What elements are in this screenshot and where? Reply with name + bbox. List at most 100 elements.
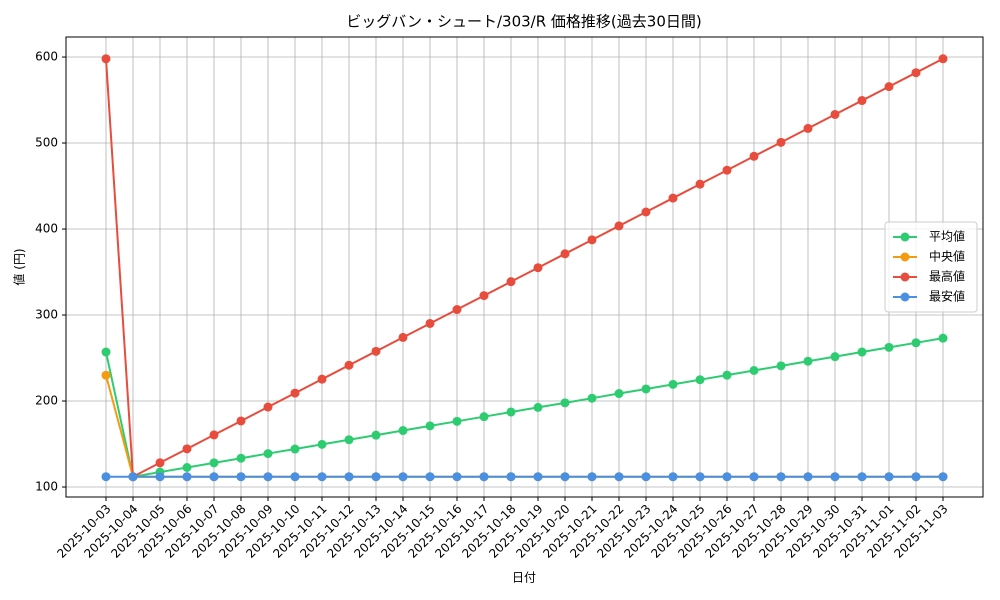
point [614,221,624,231]
point [641,472,651,482]
point [425,318,435,328]
point [209,430,219,440]
point [236,472,246,482]
point [182,444,192,454]
point [263,472,273,482]
point [884,342,894,352]
legend-marker [900,292,910,302]
legend-label: 中央値 [929,249,965,264]
point [668,472,678,482]
point [398,332,408,342]
point [506,277,516,287]
point [749,472,759,482]
point [425,421,435,431]
point [857,347,867,357]
point [236,416,246,426]
point [938,54,948,64]
y-tick-label: 500 [35,136,58,150]
point [587,472,597,482]
point [614,472,624,482]
y-tick-label: 400 [35,222,58,236]
point [128,472,138,482]
point [398,426,408,436]
point [641,384,651,394]
point [263,402,273,412]
point [263,449,273,459]
point [668,379,678,389]
point [560,249,570,259]
point [749,151,759,161]
point [344,360,354,370]
point [803,472,813,482]
point [317,472,327,482]
point [452,305,462,315]
legend-marker [900,272,910,282]
point [803,123,813,133]
y-tick-label: 100 [35,480,58,494]
y-tick-label: 300 [35,308,58,322]
y-tick-label: 600 [35,50,58,64]
point [938,472,948,482]
point [317,374,327,384]
point [155,458,165,468]
point [101,472,111,482]
point [830,472,840,482]
point [749,365,759,375]
point [452,416,462,426]
point [911,68,921,78]
point [290,388,300,398]
point [695,179,705,189]
legend-label: 最高値 [929,269,965,284]
point [209,472,219,482]
point [101,54,111,64]
legend-box [884,221,978,313]
point [911,338,921,348]
point [317,439,327,449]
point [722,165,732,175]
point [344,435,354,445]
point [668,193,678,203]
point [209,458,219,468]
point [101,347,111,357]
point [587,393,597,403]
point [857,472,867,482]
point [425,472,435,482]
point [560,398,570,408]
series-line [105,57,944,479]
chart-title: ビッグバン・シュート/303/R 価格推移(過去30日間) [346,13,701,31]
point [290,472,300,482]
point [479,472,489,482]
point [722,472,732,482]
point [587,235,597,245]
point [911,472,921,482]
point [695,472,705,482]
point [371,472,381,482]
point [371,430,381,440]
point [884,82,894,92]
point [479,291,489,301]
point [371,346,381,356]
point [533,402,543,412]
point [533,263,543,273]
point [155,472,165,482]
point [722,370,732,380]
plot-frame [65,36,984,498]
x-axis-label: 日付 [512,571,536,585]
point [506,472,516,482]
point [452,472,462,482]
legend-label: 最安値 [929,289,965,304]
series-line [105,337,944,478]
point [101,370,111,380]
y-tick-label: 200 [35,394,58,408]
point [182,463,192,473]
point [182,472,192,482]
legend-label: 平均値 [929,229,965,244]
point [236,453,246,463]
point [830,109,840,119]
point [830,352,840,362]
point [695,375,705,385]
y-axis-label: 値 (円) [12,248,27,285]
